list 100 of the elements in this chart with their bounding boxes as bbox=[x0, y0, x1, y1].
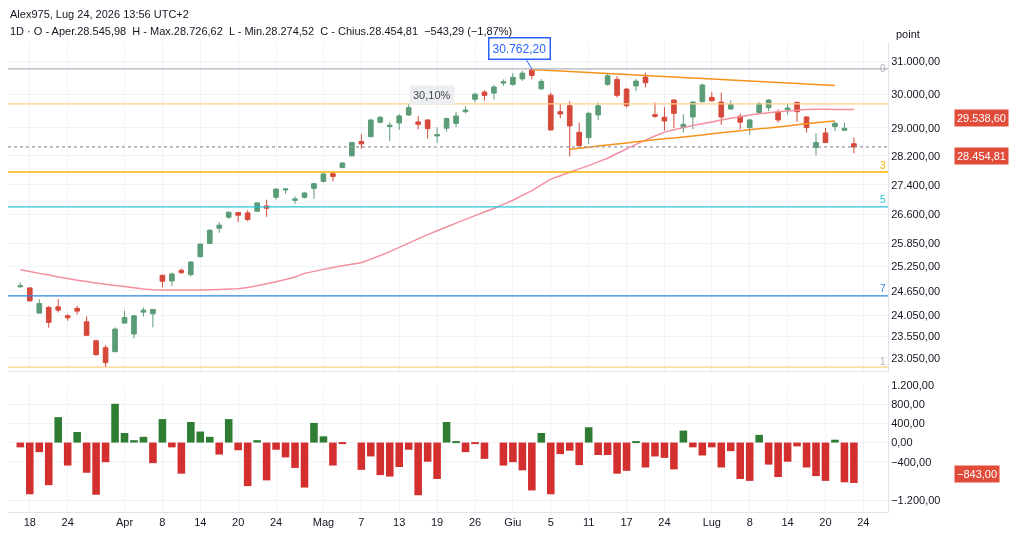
candlestick bbox=[462, 105, 469, 114]
y-tick-label: 27.400,00 bbox=[891, 178, 941, 191]
candlestick bbox=[311, 182, 317, 200]
candlestick bbox=[405, 103, 412, 117]
bar bbox=[499, 442, 508, 466]
bar bbox=[783, 442, 792, 462]
candlestick bbox=[538, 78, 545, 91]
candlestick bbox=[576, 122, 583, 148]
bar bbox=[679, 430, 688, 443]
bar bbox=[243, 442, 252, 487]
candlestick bbox=[614, 75, 620, 98]
bar bbox=[54, 417, 62, 443]
bar bbox=[205, 436, 214, 443]
candlestick bbox=[481, 89, 488, 102]
candlestick bbox=[197, 242, 204, 258]
annotation: 5 bbox=[880, 194, 886, 205]
candlestick bbox=[169, 272, 175, 287]
candlestick bbox=[746, 118, 753, 136]
y-tick-label: 24.650,00 bbox=[891, 284, 941, 297]
candlestick bbox=[396, 113, 403, 131]
x-tick-label: Lug bbox=[702, 516, 721, 529]
candlestick bbox=[566, 100, 573, 157]
candlestick bbox=[727, 99, 734, 111]
bar bbox=[651, 442, 659, 457]
y-tick-label: 800,00 bbox=[891, 398, 925, 411]
candlestick bbox=[415, 115, 421, 130]
candlestick bbox=[74, 305, 80, 315]
candlestick bbox=[699, 83, 706, 103]
x-tick-label: 11 bbox=[582, 516, 595, 529]
candlestick bbox=[708, 91, 715, 103]
bar bbox=[319, 436, 328, 443]
chart-title: Alex975, Lug 24, 2026 13:56 UTC+2 bbox=[10, 8, 189, 20]
bar bbox=[338, 442, 347, 445]
x-tick-label: 24 bbox=[269, 516, 283, 529]
bar bbox=[433, 442, 441, 479]
candlestick bbox=[140, 306, 147, 317]
bar bbox=[262, 442, 271, 481]
bar bbox=[509, 442, 517, 463]
candlestick bbox=[633, 78, 639, 92]
candlestick bbox=[358, 133, 365, 150]
candlestick bbox=[188, 260, 194, 278]
y-tick-label: 26.600,00 bbox=[891, 208, 941, 221]
bar bbox=[272, 442, 280, 450]
y-tick-label: 29.000,00 bbox=[891, 121, 941, 134]
candlestick bbox=[235, 211, 241, 223]
bar bbox=[755, 434, 763, 443]
candlestick bbox=[121, 310, 128, 324]
candlestick bbox=[386, 121, 393, 142]
candlestick bbox=[216, 221, 223, 234]
bar bbox=[670, 442, 678, 470]
bar bbox=[745, 442, 754, 481]
bar bbox=[291, 442, 299, 468]
candlestick bbox=[434, 126, 440, 144]
annotation: 3 bbox=[880, 160, 886, 171]
bar bbox=[300, 442, 309, 488]
candlestick bbox=[851, 136, 857, 154]
bar bbox=[120, 432, 129, 443]
bar bbox=[774, 442, 782, 478]
candlestick bbox=[813, 132, 819, 156]
annotation: 7 bbox=[880, 283, 886, 294]
bar bbox=[73, 432, 81, 443]
candlestick bbox=[273, 188, 279, 201]
bar bbox=[196, 431, 205, 443]
x-tick-label: 24 bbox=[857, 516, 870, 529]
bar bbox=[310, 422, 318, 443]
y-tick-label: −1.200,00 bbox=[891, 493, 941, 506]
y-tick-label: 24.050,00 bbox=[891, 309, 941, 322]
candlestick bbox=[367, 118, 374, 138]
candlestick bbox=[225, 211, 232, 220]
candlestick bbox=[661, 106, 668, 132]
candlestick bbox=[510, 72, 516, 87]
candlestick bbox=[339, 161, 346, 169]
line-series bbox=[568, 120, 836, 150]
bar bbox=[329, 442, 337, 466]
x-tick-label: 7 bbox=[358, 516, 365, 529]
bar bbox=[63, 442, 72, 466]
x-tick-label: 14 bbox=[781, 516, 794, 529]
annotation: 0 bbox=[880, 63, 886, 74]
bar bbox=[357, 442, 366, 470]
bar bbox=[537, 432, 546, 443]
bar bbox=[253, 440, 261, 443]
candlestick bbox=[330, 170, 336, 182]
x-tick-label: 20 bbox=[232, 516, 245, 529]
bar bbox=[44, 442, 53, 486]
annotation: 30.762,20 bbox=[492, 41, 547, 56]
text: −843,00 bbox=[957, 468, 998, 480]
bar bbox=[158, 419, 167, 443]
x-tick-label: 8 bbox=[159, 516, 166, 529]
candlestick bbox=[112, 326, 118, 353]
y-tick-label: 28.200,00 bbox=[891, 149, 941, 162]
candlestick bbox=[320, 172, 327, 183]
bar bbox=[177, 442, 186, 474]
bar bbox=[821, 442, 830, 481]
candlestick bbox=[292, 195, 298, 205]
bar bbox=[452, 441, 460, 444]
candlestick bbox=[349, 141, 355, 157]
x-tick-label: 26 bbox=[468, 516, 482, 529]
candlestick bbox=[841, 122, 848, 131]
y-tick-label: 25.850,00 bbox=[891, 236, 941, 249]
y-tick-label: −400,00 bbox=[891, 455, 932, 468]
